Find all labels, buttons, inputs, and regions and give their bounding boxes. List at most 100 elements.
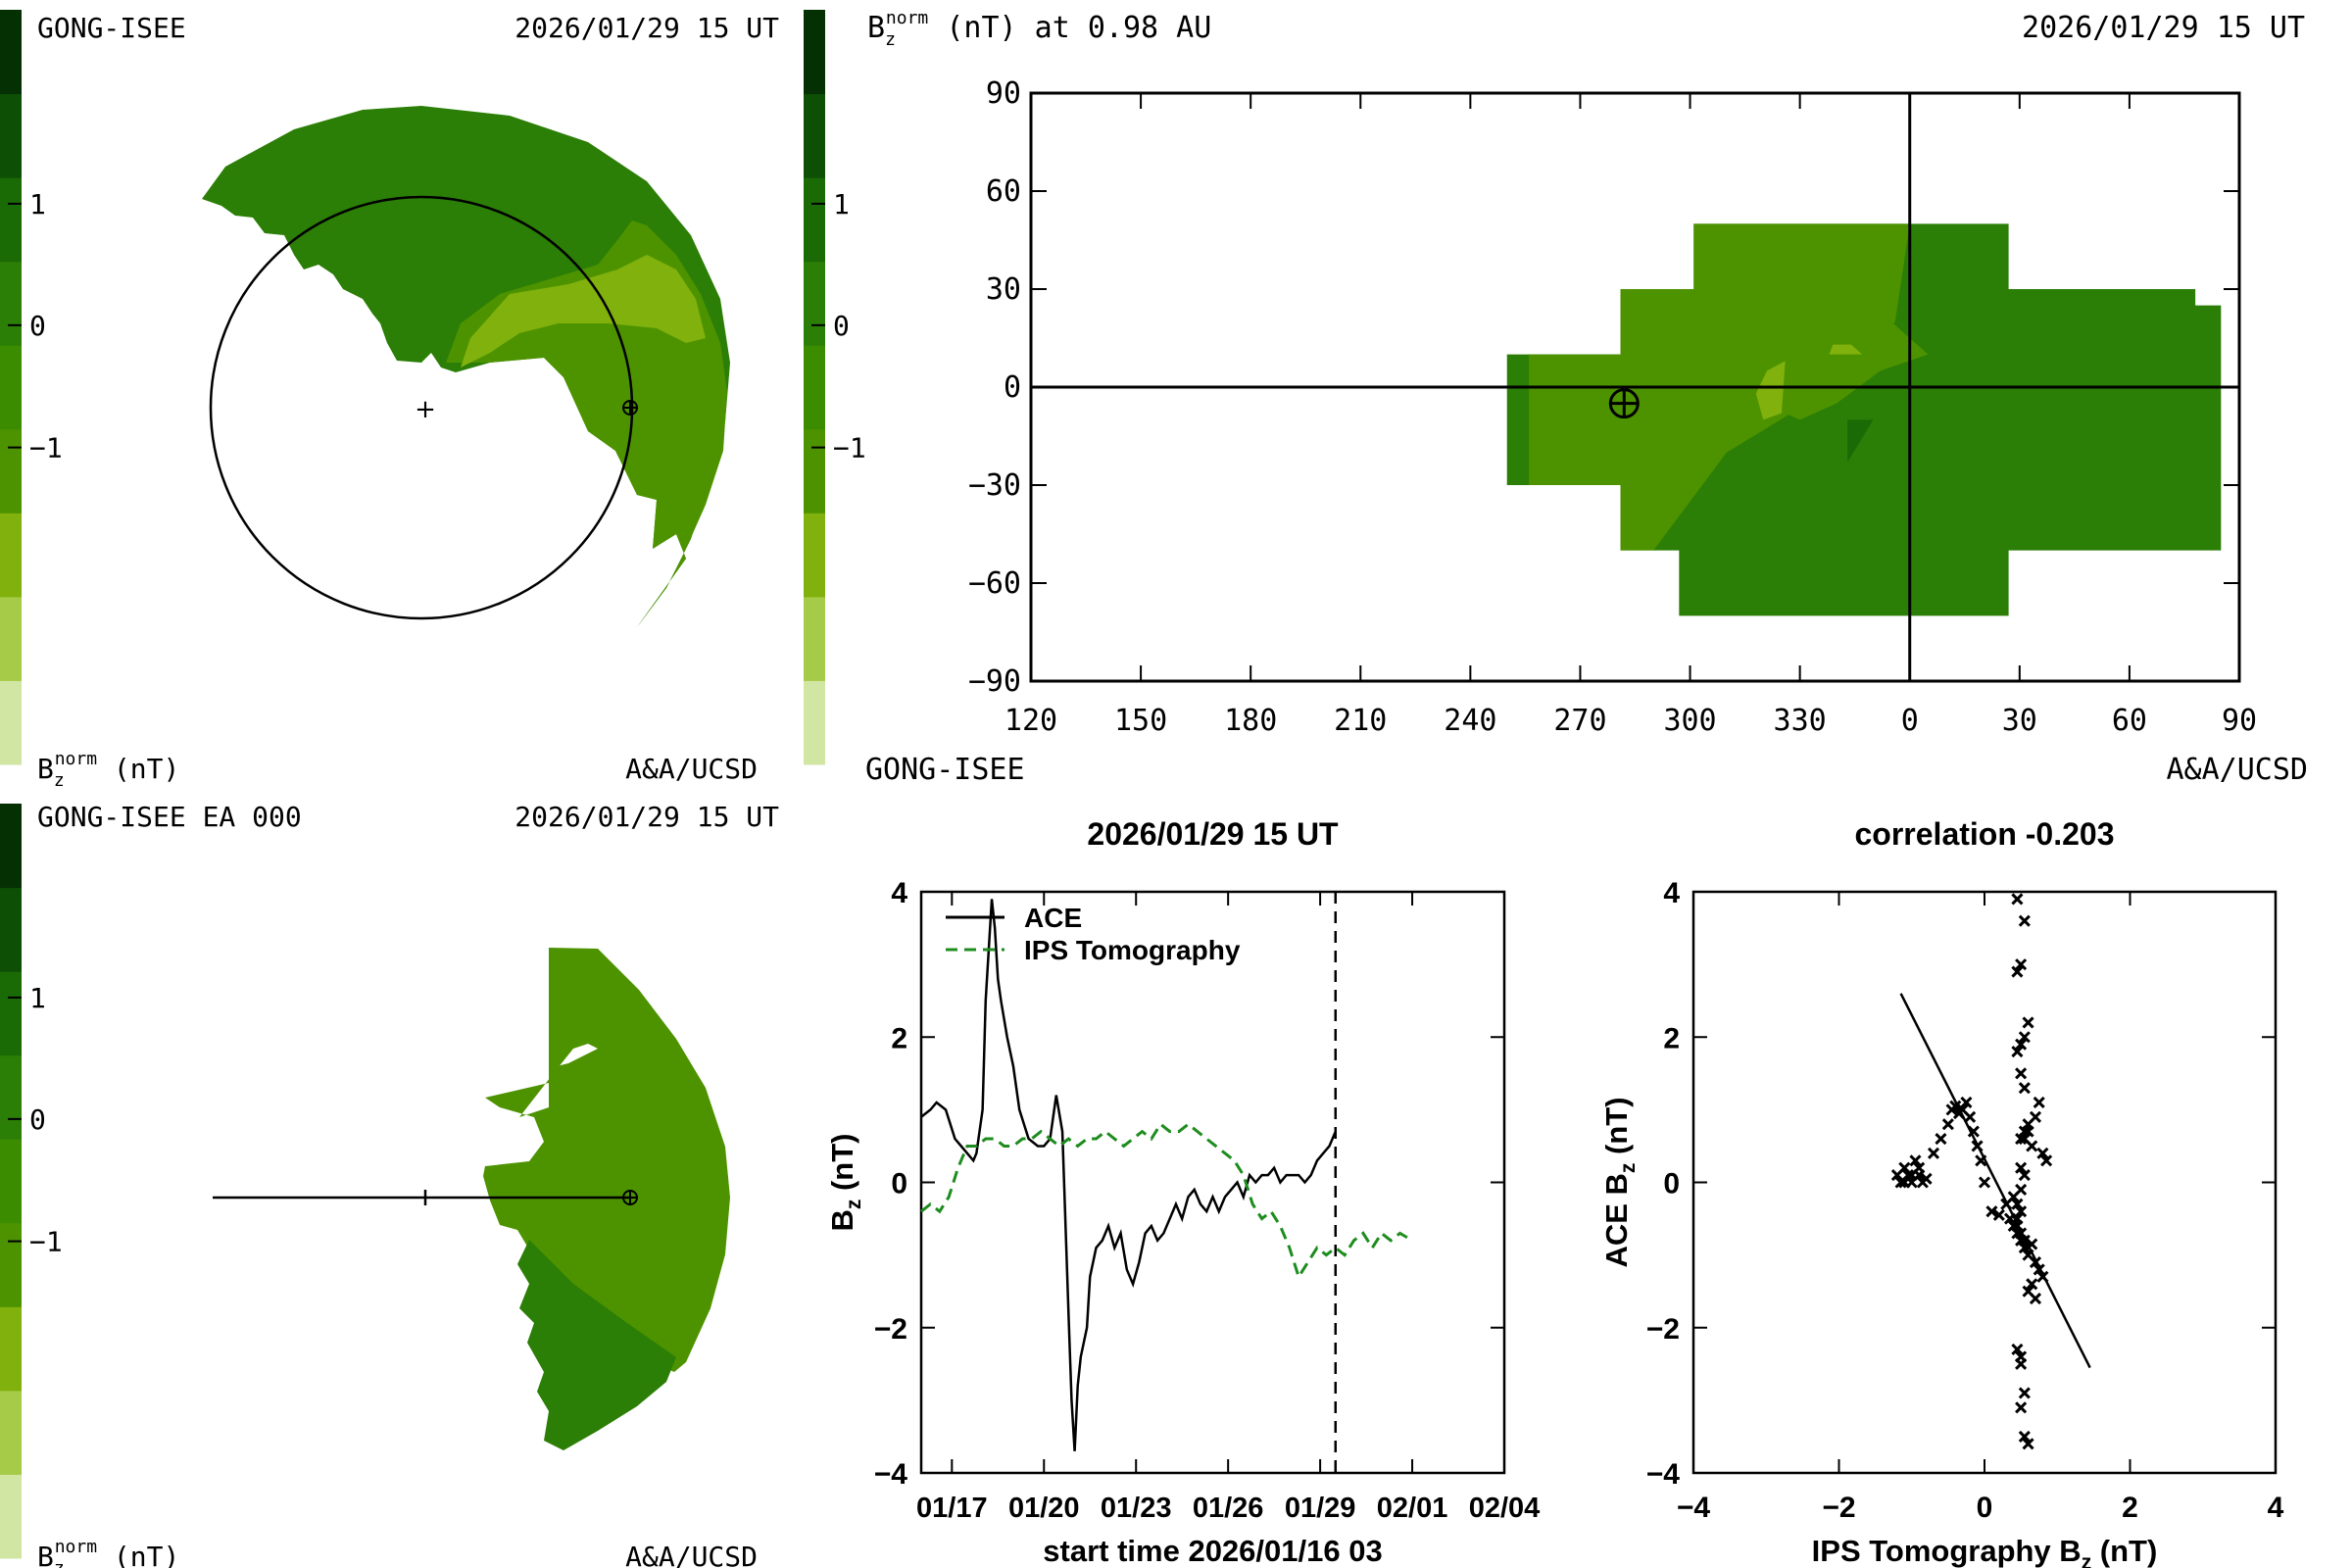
scatter-point: [2011, 1343, 2024, 1356]
panel-timestamp: 2026/01/29 15 UT: [514, 801, 779, 833]
time-series-y-tick-label: 0: [891, 1168, 907, 1200]
scatter-point: [2036, 1147, 2049, 1159]
scatter-point: [1909, 1154, 1922, 1167]
scatter-point: [1978, 1176, 1991, 1189]
scatter-point: [2040, 1154, 2053, 1167]
map-region-light: [1755, 361, 1786, 420]
map-x-tick-label: 150: [1114, 704, 1167, 738]
scatter-point: [1964, 1110, 1977, 1123]
sun-marker: +: [415, 395, 436, 424]
scatter-x-tick-label: 2: [2122, 1492, 2138, 1524]
scatter-point: [2011, 1212, 2024, 1225]
colorbar-segment: [0, 261, 22, 346]
scatter-point: [2026, 1238, 2038, 1250]
colorbar-segment: [804, 261, 825, 346]
map-x-tick-label: 90: [2222, 704, 2257, 738]
map-x-tick-label: 300: [1663, 704, 1716, 738]
scatter-point: [2029, 1293, 2042, 1305]
panel-top-left: GONG-ISEE 2026/01/29 15 UT + Bznorm (nT)…: [37, 12, 779, 791]
time-series-y-tick-label: −2: [874, 1313, 907, 1346]
colorbar-tick-label: 0: [29, 310, 46, 342]
scatter-point: [2018, 1387, 2031, 1399]
scatter-point: [2011, 965, 2024, 978]
colorbar-segment: [0, 1474, 22, 1559]
colorbar-segment: [0, 428, 22, 514]
scatter-y-tick-label: 0: [1663, 1168, 1680, 1200]
time-series-y-tick-label: 2: [891, 1022, 907, 1054]
colorbar-segment: [804, 428, 825, 514]
scatter-point: [2015, 958, 2028, 971]
scatter-point: [2015, 1205, 2028, 1218]
map-y-tick-label: −30: [968, 468, 1021, 503]
panel-top-right: Bznorm (nT) at 0.98 AU 2026/01/29 15 UT …: [865, 8, 2308, 787]
time-series-x-tick-label: 02/01: [1377, 1493, 1448, 1524]
colorbars: 1 0 −1 1 0 −1 1 0 −1: [0, 10, 866, 1559]
earth-marker: [622, 400, 638, 416]
scatter-point: [2015, 1038, 2028, 1051]
time-series-y-axis-label: Bz (nT): [825, 1133, 865, 1231]
colorbar-segment: [804, 596, 825, 681]
colorbar-segment: [0, 680, 22, 765]
scatter-point: [2018, 1031, 2031, 1044]
map-region-mid: [1763, 321, 1929, 420]
scatter-y-tick-label: −2: [1646, 1313, 1680, 1346]
scatter-point: [2036, 1270, 2049, 1283]
credit-label: A&A/UCSD: [625, 1541, 758, 1568]
scatter-y-tick-label: 2: [1663, 1022, 1680, 1054]
field-region-light: [461, 255, 706, 368]
colorbar-units-label: Bznorm (nT): [37, 749, 179, 791]
colorbar-segment: [804, 345, 825, 430]
colorbar-segment: [0, 345, 22, 430]
scatter-point: [1971, 1140, 1984, 1152]
time-series-title: 2026/01/29 15 UT: [1087, 816, 1339, 852]
map-x-tick-label: 180: [1224, 704, 1277, 738]
panel-heading: Bznorm (nT) at 0.98 AU: [867, 8, 1211, 50]
earth-marker: [622, 1190, 638, 1205]
colorbar-tick-label: 1: [29, 188, 46, 220]
scatter-point: [1941, 1118, 1954, 1131]
time-series-plot: 2026/01/29 15 UT −4 −2 0 2 4 01/17 01/20 01/23 01…: [825, 816, 1540, 1568]
map-y-tick-label: 0: [1004, 370, 1021, 405]
map-region-darker: [1847, 419, 1874, 463]
map-x-tick-label: 120: [1004, 704, 1057, 738]
colorbar-units-label: Bznorm (nT): [37, 1537, 179, 1568]
ecliptic-field-map: [213, 948, 730, 1450]
scatter-point: [2029, 1255, 2042, 1269]
scatter-point: [2015, 1401, 2028, 1414]
time-series-y-tick-label: 4: [891, 877, 907, 909]
map-x-tick-label: 210: [1334, 704, 1387, 738]
series-line-ips-tomography: [920, 1121, 1413, 1281]
scatter-point: [2011, 1198, 2024, 1210]
scatter-point: [2015, 1227, 2028, 1240]
scatter-x-tick-label: 4: [2268, 1492, 2284, 1524]
scatter-point: [2022, 1016, 2034, 1029]
colorbar-tick-label: 1: [29, 982, 46, 1014]
scatter-point: [2018, 1234, 2031, 1247]
polar-field-map: +: [202, 106, 730, 627]
colorbar-segment: [804, 10, 825, 95]
colorbar-tick-label: −1: [833, 432, 866, 465]
scatter-point: [2026, 1278, 2038, 1291]
colorbar-segment: [0, 1306, 22, 1392]
scatter-point: [1992, 1208, 2005, 1221]
panel-timestamp: 2026/01/29 15 UT: [514, 12, 779, 44]
scatter-point: [1967, 1125, 1980, 1138]
scatter-point: [1927, 1147, 1940, 1159]
scatter-point: [1949, 1100, 1962, 1112]
panel-timestamp: 2026/01/29 15 UT: [2022, 11, 2305, 45]
colorbar-segment: [0, 177, 22, 263]
panel-source-label: GONG-ISEE EA 000: [37, 801, 302, 833]
scatter-x-tick-label: 0: [1977, 1492, 1993, 1524]
colorbar-segment: [0, 971, 22, 1056]
map-y-tick-label: 30: [986, 272, 1021, 307]
scatter-x-tick-label: −4: [1677, 1492, 1711, 1524]
scatter-point: [1901, 1169, 1915, 1182]
scatter-title: correlation -0.203: [1855, 816, 2115, 852]
panel-source-label: GONG-ISEE: [865, 753, 1025, 787]
colorbar-segment: [0, 1054, 22, 1140]
scatter-point: [2033, 1096, 2045, 1109]
colorbar-segment: [0, 1390, 22, 1475]
colorbar-segment: [804, 177, 825, 263]
scatter-point: [2011, 1046, 2024, 1058]
